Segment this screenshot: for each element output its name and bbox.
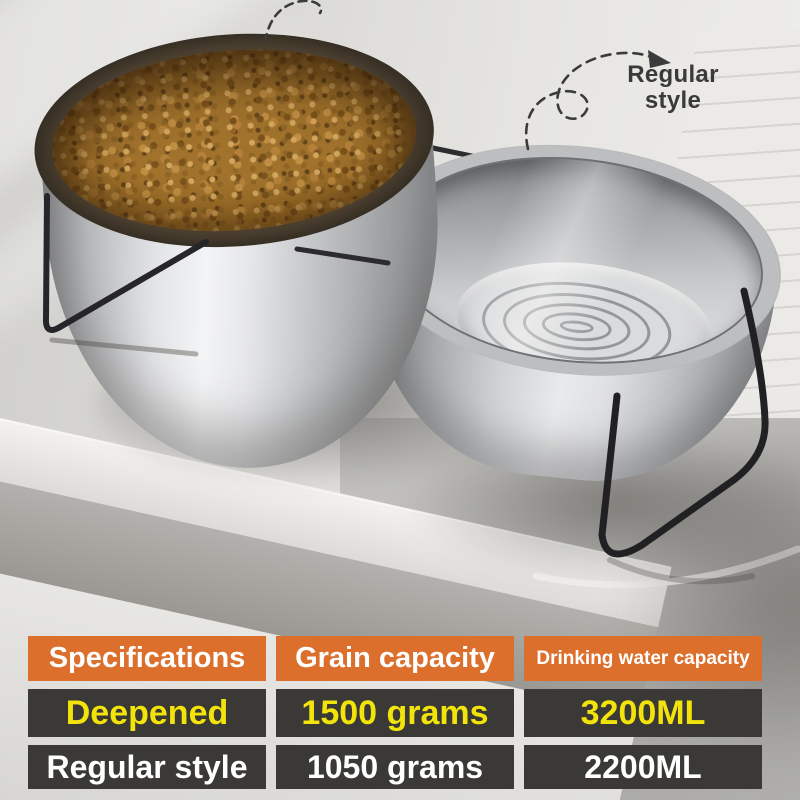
spec-table-header-specifications: Specifications <box>28 636 266 681</box>
spec-table: Specifications Grain capacity Drinking w… <box>28 636 762 789</box>
spec-cell-deepened-water: 3200ML <box>524 689 762 737</box>
spec-table-header-grain-capacity: Grain capacity <box>276 636 514 681</box>
spec-cell-deepened-grain: 1500 grams <box>276 689 514 737</box>
spec-cell-regular-name: Regular style <box>28 745 266 789</box>
spec-table-header-water-capacity: Drinking water capacity <box>524 636 762 681</box>
regular-style-label: Regular style <box>627 61 719 115</box>
spec-cell-regular-water: 2200ML <box>524 745 762 789</box>
spec-cell-deepened-name: Deepened <box>28 689 266 737</box>
spec-cell-regular-grain: 1050 grams <box>276 745 514 789</box>
food-bowl <box>27 20 460 483</box>
